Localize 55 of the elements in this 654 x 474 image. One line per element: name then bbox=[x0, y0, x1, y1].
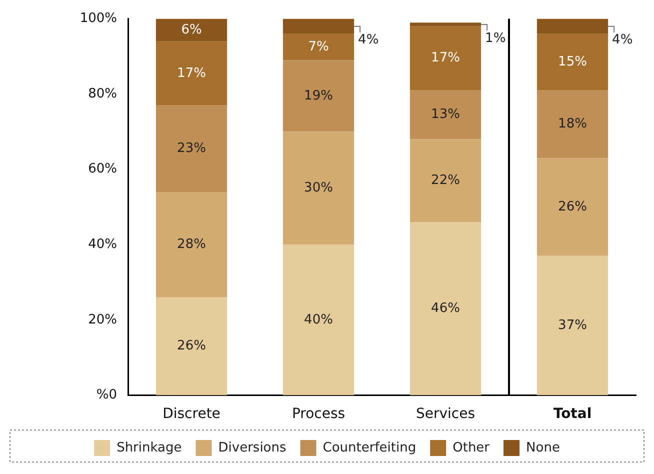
legend-label: Other bbox=[452, 440, 490, 456]
data-label: 22% bbox=[431, 173, 460, 188]
data-label: 15% bbox=[558, 54, 587, 70]
data-label: 23% bbox=[177, 141, 206, 156]
data-label: 46% bbox=[431, 301, 460, 316]
data-label: 7% bbox=[308, 39, 329, 54]
x-tick-label: Total bbox=[553, 406, 592, 422]
bar bbox=[156, 192, 228, 298]
bar bbox=[410, 90, 482, 140]
data-label: 6% bbox=[181, 22, 202, 38]
data-label: 4% bbox=[612, 32, 633, 48]
x-tick-label: Process bbox=[292, 406, 346, 422]
data-label: 13% bbox=[431, 107, 460, 122]
x-tick-label: Services bbox=[416, 406, 476, 422]
bar bbox=[282, 60, 354, 132]
bar bbox=[536, 34, 608, 90]
data-label: 18% bbox=[558, 116, 587, 132]
data-label: 40% bbox=[304, 312, 333, 328]
bar bbox=[282, 132, 354, 245]
bar bbox=[536, 90, 608, 158]
bar bbox=[156, 105, 228, 192]
legend-label: None bbox=[526, 440, 560, 456]
data-label: 1% bbox=[485, 30, 506, 46]
data-label: 37% bbox=[558, 318, 587, 333]
data-label: 30% bbox=[304, 180, 333, 196]
y-tick-label: 40% bbox=[88, 237, 117, 252]
data-label: 28% bbox=[177, 237, 206, 252]
y-tick-label: 60% bbox=[88, 162, 117, 177]
bar bbox=[156, 297, 228, 396]
bar bbox=[156, 41, 228, 106]
legend-label: Diversions bbox=[218, 440, 286, 456]
y-tick-label: 100% bbox=[80, 11, 117, 26]
bar bbox=[410, 26, 482, 90]
legend-label: Counterfeiting bbox=[322, 440, 416, 456]
bar bbox=[410, 22, 482, 26]
bar bbox=[536, 18, 608, 34]
bar bbox=[536, 158, 608, 256]
bar bbox=[536, 256, 608, 396]
legend-label: Shrinkage bbox=[116, 440, 182, 456]
bar bbox=[282, 244, 354, 396]
bar bbox=[282, 18, 354, 34]
bar bbox=[156, 18, 228, 42]
bar bbox=[410, 139, 482, 222]
x-tick-label: Discrete bbox=[162, 406, 220, 422]
bar bbox=[410, 222, 482, 396]
bar bbox=[282, 34, 354, 60]
data-label: 4% bbox=[358, 32, 379, 48]
y-tick-label: %0 bbox=[96, 388, 117, 403]
y-tick-label: 80% bbox=[88, 86, 117, 102]
y-tick-label: 20% bbox=[88, 312, 117, 328]
data-label: 26% bbox=[177, 338, 206, 354]
data-label: 26% bbox=[558, 199, 587, 214]
data-label: 17% bbox=[177, 66, 206, 81]
data-label: 19% bbox=[304, 88, 333, 104]
data-label: 17% bbox=[431, 50, 460, 66]
